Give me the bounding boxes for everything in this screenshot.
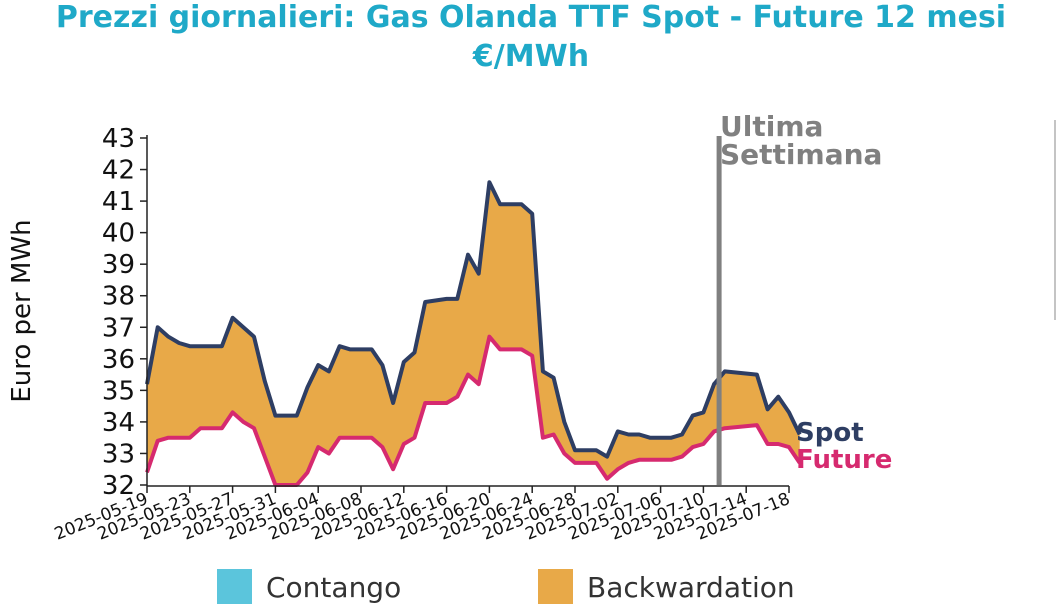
line-layer	[145, 180, 802, 487]
spot-series-label: Spot	[796, 418, 864, 448]
spot-line	[145, 180, 802, 459]
future-series-label: Future	[796, 445, 892, 475]
y-tick-label: 37	[102, 313, 135, 343]
marker-label-line2: Settimana	[720, 138, 882, 171]
legend: Contango Backwardation	[217, 569, 795, 604]
backwardation-area	[147, 182, 800, 485]
y-tick-label: 32	[102, 471, 135, 501]
legend-backwardation-swatch	[538, 569, 573, 604]
y-tick-label: 36	[102, 345, 135, 375]
y-tick-label: 38	[102, 282, 135, 312]
y-tick-label: 41	[102, 187, 135, 217]
y-tick-label: 35	[102, 376, 135, 406]
axis-layer	[140, 135, 790, 493]
future-line	[145, 334, 802, 487]
legend-contango-swatch	[217, 569, 252, 604]
x-tick-labels: 2025-05-192025-05-232025-05-272025-05-31…	[52, 489, 793, 545]
legend-backwardation-label: Backwardation	[587, 571, 795, 604]
marker-label-line1: Ultima	[720, 110, 823, 143]
legend-contango-label: Contango	[266, 571, 401, 604]
y-tick-label: 34	[102, 408, 135, 438]
y-tick-label: 40	[102, 219, 135, 249]
y-tick-label: 42	[102, 156, 135, 186]
y-tick-label: 43	[102, 124, 135, 154]
y-axis-label: Euro per MWh	[7, 219, 37, 402]
y-tick-label: 33	[102, 439, 135, 469]
fill-layer	[147, 182, 800, 485]
chart-title: Prezzi giornalieri: Gas Olanda TTF Spot …	[55, 0, 1007, 35]
y-tick-label: 39	[102, 250, 135, 280]
chart-subtitle: €/MWh	[472, 39, 590, 74]
